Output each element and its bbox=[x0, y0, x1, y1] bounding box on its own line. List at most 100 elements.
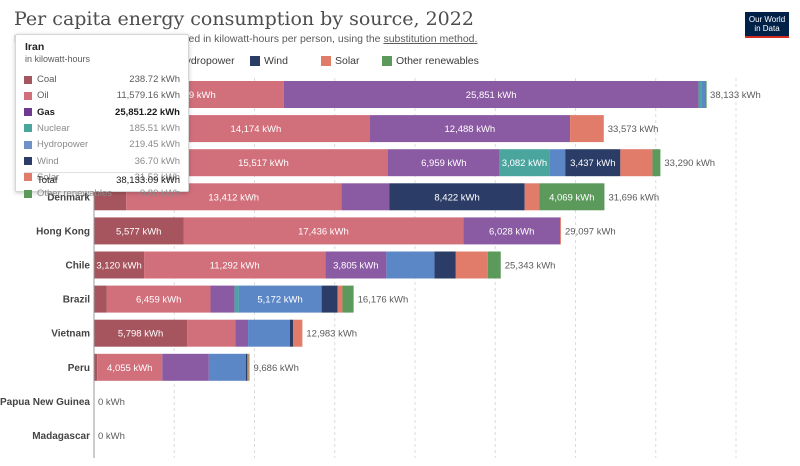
bar-row-chile: 3,120 kWh 11,292 kWh 3,805 kWh 25,343 kWh Ch… bbox=[66, 251, 555, 279]
bar-segment-wind bbox=[289, 319, 293, 347]
bar-segment-wind bbox=[434, 251, 456, 279]
segment-label-wind: 3,437 kWh bbox=[570, 158, 615, 169]
segment-label-gas: 3,805 kWh bbox=[333, 261, 378, 272]
tooltip-value: 21.52 kWh bbox=[134, 171, 180, 183]
bar-segment-gas bbox=[463, 217, 561, 245]
bar-segment-gas bbox=[283, 81, 699, 108]
tooltip-value: 0.80 kWh bbox=[139, 188, 180, 200]
legend-item-solar[interactable]: Solar bbox=[321, 55, 360, 67]
bar-segment-solar bbox=[705, 81, 707, 108]
bar-total-label: 29,097 kWh bbox=[565, 226, 616, 237]
segment-label-oil: 6,459 kWh bbox=[136, 295, 181, 306]
tooltip-total-label: Total bbox=[37, 175, 58, 186]
country-label: Brazil bbox=[63, 295, 90, 306]
bar-total-label: 9,686 kWh bbox=[253, 363, 298, 374]
bar-segment-wind bbox=[565, 149, 621, 177]
bar-segment-gas bbox=[210, 285, 235, 313]
bar-segment-hydropower bbox=[549, 149, 566, 177]
segment-label-gas: 6,028 kWh bbox=[489, 226, 534, 237]
tooltip-divider bbox=[24, 172, 180, 173]
legend-item-wind[interactable]: Wind bbox=[250, 55, 288, 67]
bar-segment-solar bbox=[524, 183, 540, 211]
bar-segment-solar bbox=[560, 217, 562, 245]
bar-total-label: 38,133 kWh bbox=[710, 90, 761, 101]
tooltip-swatch bbox=[24, 124, 32, 133]
tooltip-unit: in kilowatt-hours bbox=[25, 54, 91, 64]
bar-segment-solar bbox=[455, 251, 488, 279]
bar-segment-gas bbox=[369, 115, 571, 143]
bar-segment-coal bbox=[94, 217, 184, 245]
bar-segment-nuclear bbox=[234, 285, 239, 313]
bar-segment-nuclear bbox=[698, 81, 702, 108]
country-label: Chile bbox=[66, 261, 91, 272]
legend-label: Solar bbox=[335, 55, 360, 67]
legend-swatch bbox=[382, 56, 392, 66]
tooltip-country: Iran bbox=[25, 41, 45, 53]
bar-segment-solar bbox=[570, 115, 604, 143]
segment-label-nuclear: 3,082 kWh bbox=[502, 158, 547, 169]
legend-swatch bbox=[250, 56, 260, 66]
bar-segment-oil bbox=[97, 353, 163, 381]
bar-segment-gas bbox=[325, 251, 387, 279]
country-label: Madagascar bbox=[32, 431, 90, 442]
tooltip-label: Other renewables bbox=[37, 188, 112, 200]
owid-logo[interactable]: Our World in Data bbox=[745, 12, 789, 38]
legend-label: Wind bbox=[264, 55, 288, 67]
bar-segment-wind bbox=[321, 285, 338, 313]
bar-segment-oil bbox=[106, 285, 211, 313]
bar-segment-gas bbox=[341, 183, 390, 211]
bar-segment-solar bbox=[337, 285, 343, 313]
substitution-method-link[interactable]: substitution method. bbox=[383, 33, 478, 45]
bar-total-label: 0 kWh bbox=[98, 431, 125, 442]
bar-segment-coal bbox=[94, 285, 107, 313]
bar-segment-hydropower bbox=[386, 251, 435, 279]
bar-segment-hydropower bbox=[248, 319, 290, 347]
country-label: Hong Kong bbox=[36, 226, 90, 237]
bar-total-label: 12,983 kWh bbox=[306, 329, 357, 340]
tooltip-swatch bbox=[24, 189, 32, 198]
bar-total-label: 0 kWh bbox=[98, 397, 125, 408]
bar-segment-other-renewables bbox=[706, 81, 707, 108]
bar-row-madagascar: 0 kWh Madagascar bbox=[32, 431, 125, 442]
tooltip-row-nuclear: Nuclear 185.51 kWh bbox=[24, 122, 180, 135]
tooltip-label: Oil bbox=[37, 90, 49, 102]
country-label: Denmark bbox=[47, 192, 90, 203]
bar-segment-wind bbox=[389, 183, 525, 211]
country-label: Peru bbox=[68, 363, 90, 374]
segment-label-wind: 8,422 kWh bbox=[434, 192, 479, 203]
bar-segment-oil bbox=[144, 251, 326, 279]
tooltip-label: Hydropower bbox=[37, 139, 89, 151]
tooltip-row-wind: Wind 36.70 kWh bbox=[24, 155, 180, 168]
tooltip-row-solar: Solar 21.52 kWh bbox=[24, 171, 180, 184]
tooltip-total-row: Total 38,133.09 kWh bbox=[24, 175, 180, 188]
tooltip-value: 219.45 kWh bbox=[129, 139, 180, 151]
bar-segment-other-renewables bbox=[342, 285, 354, 313]
bar-row-denmark: 13,412 kWh 8,422 kWh 4,069 kWh 31,696 kWh De… bbox=[47, 183, 659, 211]
bar-row-papua-new-guinea: 0 kWh Papua New Guinea bbox=[0, 397, 125, 408]
bar-segment-oil bbox=[183, 217, 464, 245]
bar-row-hong-kong: 5,577 kWh 17,436 kWh 6,028 kWh 29,097 kWh Ho… bbox=[36, 217, 616, 245]
tooltip-row-coal: Coal 238.72 kWh bbox=[24, 73, 180, 86]
tooltip-value: 238.72 kWh bbox=[129, 74, 180, 85]
tooltip-swatch bbox=[24, 91, 32, 100]
segment-label-hydropower: 5,172 kWh bbox=[257, 295, 302, 306]
segment-label-gas: 12,488 kWh bbox=[445, 124, 496, 135]
bar-segment-solar bbox=[620, 149, 653, 177]
tooltip-row-gas: Gas 25,851.22 kWh bbox=[24, 106, 180, 119]
bar-segment-hydropower bbox=[208, 353, 246, 381]
segment-label-oil: 4,055 kWh bbox=[107, 363, 152, 374]
tooltip-value: 185.51 kWh bbox=[129, 122, 180, 134]
bar-total-label: 31,696 kWh bbox=[608, 192, 659, 203]
bar-segment-solar bbox=[247, 353, 249, 381]
segment-label-oil: 17,436 kWh bbox=[298, 226, 349, 237]
tooltip-value: 25,851.22 kWh bbox=[115, 106, 180, 118]
legend-item-other-renewables[interactable]: Other renewables bbox=[382, 55, 479, 67]
bar-segment-wind bbox=[705, 81, 706, 108]
legend-swatch bbox=[321, 56, 331, 66]
bar-segment-gas bbox=[235, 319, 249, 347]
bar-segment-other-renewables bbox=[487, 251, 501, 279]
tooltip-swatch bbox=[24, 157, 32, 165]
logo-line-1: Our World bbox=[748, 15, 786, 24]
country-label: Papua New Guinea bbox=[0, 397, 90, 408]
